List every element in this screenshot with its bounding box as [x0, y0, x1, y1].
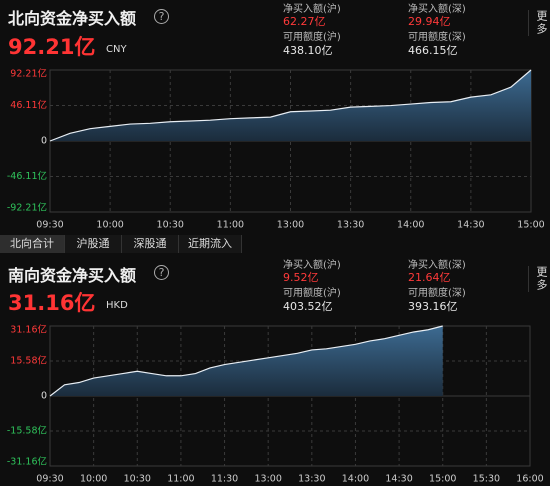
y-tick-label: 92.21亿	[10, 68, 47, 80]
line	[49, 69, 532, 142]
title: 南向资金净买入额	[8, 266, 137, 285]
more-button[interactable]: 更多	[528, 266, 549, 292]
tab[interactable]: 北向合计	[0, 235, 65, 253]
stat-label: 可用额度(深)	[408, 32, 466, 43]
x-tick-label: 15:00	[517, 220, 544, 231]
x-tick-label: 10:30	[157, 220, 184, 231]
tab[interactable]: 沪股通	[65, 235, 122, 253]
x-tick-label: 09:30	[36, 220, 63, 231]
tab[interactable]: 深股通	[122, 235, 179, 253]
title: 北向资金净买入额	[8, 9, 137, 28]
line	[49, 325, 443, 397]
stat-value: 21.64亿	[408, 271, 451, 284]
stat-label: 净买入额(深)	[408, 4, 466, 15]
x-tick-label: 13:30	[337, 220, 364, 231]
help-icon[interactable]: ?	[154, 265, 169, 280]
x-tick-label: 10:00	[96, 220, 123, 231]
stat-value: 403.52亿	[283, 300, 333, 313]
stat-value: 393.16亿	[408, 300, 458, 313]
stat-value: 62.27亿	[283, 15, 326, 28]
x-tick-label: 13:00	[277, 220, 304, 231]
x-tick-label: 10:00	[80, 474, 107, 485]
stat-value: 9.52亿	[283, 271, 319, 284]
x-tick-label: 10:30	[124, 474, 151, 485]
y-tick-label: -15.58亿	[7, 425, 47, 437]
stat-label: 净买入额(沪)	[283, 4, 341, 15]
x-tick-label: 14:00	[342, 474, 369, 485]
x-tick-label: 13:30	[298, 474, 325, 485]
x-tick-label: 09:30	[36, 474, 63, 485]
x-tick-label: 14:30	[457, 220, 484, 231]
x-tick-label: 13:00	[254, 474, 281, 485]
stat-label: 可用额度(深)	[408, 288, 466, 299]
stat-value: 466.15亿	[408, 44, 458, 57]
y-tick-label: 46.11亿	[10, 99, 47, 111]
x-tick-label: 11:30	[211, 474, 238, 485]
y-tick-label: -46.11亿	[7, 170, 47, 182]
area	[50, 70, 531, 141]
x-tick-label: 14:30	[385, 474, 412, 485]
x-tick-label: 11:00	[167, 474, 194, 485]
x-tick-label: 11:00	[217, 220, 244, 231]
y-tick-label: 31.16亿	[10, 324, 47, 336]
stat-value: 29.94亿	[408, 15, 451, 28]
more-button[interactable]: 更多	[528, 10, 549, 36]
stat-label: 净买入额(深)	[408, 260, 466, 271]
y-tick-label: 0	[41, 136, 47, 147]
stat-label: 可用额度(沪)	[283, 288, 341, 299]
y-tick-label: 0	[41, 391, 47, 402]
y-tick-label: -31.16亿	[7, 456, 47, 468]
x-tick-label: 16:00	[516, 474, 543, 485]
y-tick-label: -92.21亿	[7, 202, 47, 214]
currency: HKD	[106, 300, 128, 311]
x-tick-label: 15:00	[429, 474, 456, 485]
x-tick-label: 15:30	[473, 474, 500, 485]
help-icon[interactable]: ?	[154, 9, 169, 24]
tab[interactable]: 近期流入	[179, 235, 242, 253]
total-value: 92.21亿	[8, 35, 96, 59]
stat-label: 可用额度(沪)	[283, 32, 341, 43]
currency: CNY	[106, 44, 127, 55]
area	[50, 326, 443, 396]
stat-value: 438.10亿	[283, 44, 333, 57]
total-value: 31.16亿	[8, 291, 96, 315]
y-tick-label: 15.58亿	[10, 355, 47, 367]
x-tick-label: 14:00	[397, 220, 424, 231]
stat-label: 净买入额(沪)	[283, 260, 341, 271]
